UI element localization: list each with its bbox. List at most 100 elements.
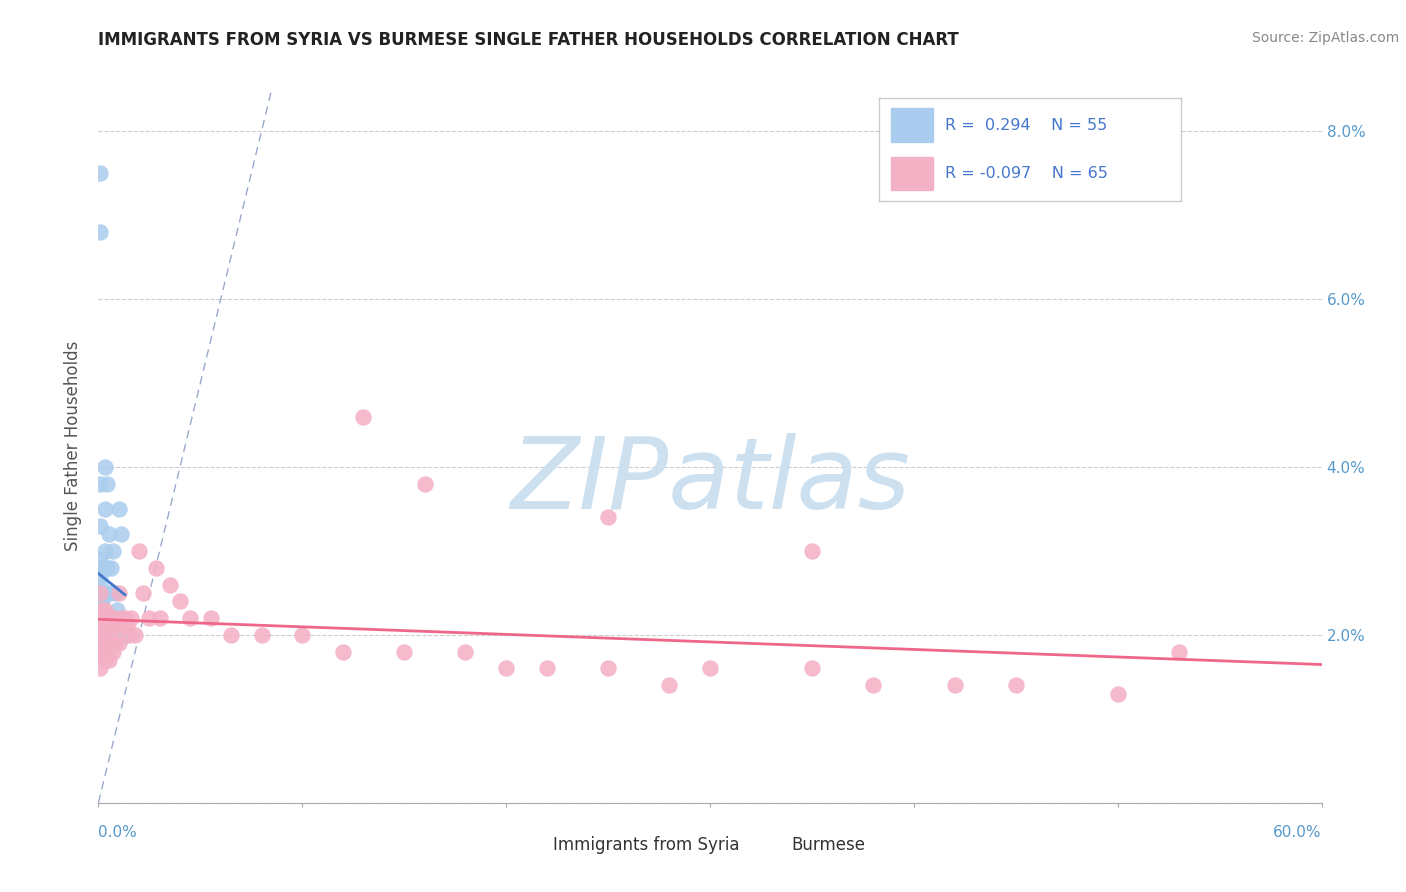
- Point: [89, 619, 111, 633]
- Point: [801, 544, 824, 558]
- Point: [801, 661, 824, 675]
- Point: [93, 653, 115, 667]
- Bar: [891, 157, 934, 190]
- Point: [101, 645, 124, 659]
- Point: [1107, 687, 1129, 701]
- Point: [96, 619, 118, 633]
- Point: [89, 611, 111, 625]
- Point: [91, 594, 114, 608]
- Point: [91, 611, 114, 625]
- Point: [93, 586, 115, 600]
- Point: [96, 476, 118, 491]
- Point: [413, 476, 436, 491]
- Point: [118, 628, 141, 642]
- Point: [495, 661, 517, 675]
- Point: [89, 594, 111, 608]
- Point: [89, 594, 111, 608]
- Point: [943, 678, 966, 692]
- Point: [89, 603, 111, 617]
- Point: [91, 603, 114, 617]
- Point: [104, 636, 127, 650]
- Point: [89, 476, 111, 491]
- Point: [179, 611, 201, 625]
- Point: [89, 569, 111, 583]
- Point: [93, 611, 115, 625]
- Point: [89, 628, 111, 642]
- Y-axis label: Single Father Households: Single Father Households: [65, 341, 83, 551]
- Point: [101, 611, 124, 625]
- Point: [97, 611, 120, 625]
- Point: [91, 645, 114, 659]
- Point: [536, 661, 558, 675]
- Point: [291, 628, 314, 642]
- Point: [91, 628, 114, 642]
- Point: [96, 645, 118, 659]
- Point: [219, 628, 242, 642]
- Point: [104, 611, 127, 625]
- Point: [124, 628, 146, 642]
- Point: [91, 611, 114, 625]
- Point: [115, 619, 138, 633]
- Point: [332, 645, 354, 659]
- Point: [89, 518, 111, 533]
- Point: [93, 636, 115, 650]
- Point: [91, 586, 114, 600]
- Point: [89, 611, 111, 625]
- Point: [93, 460, 115, 475]
- Point: [862, 678, 884, 692]
- Point: [108, 586, 131, 600]
- Point: [89, 586, 111, 600]
- Point: [114, 628, 136, 642]
- Point: [97, 527, 120, 541]
- Point: [114, 611, 136, 625]
- Point: [1004, 678, 1026, 692]
- Point: [89, 586, 111, 600]
- Text: Immigrants from Syria: Immigrants from Syria: [553, 836, 740, 854]
- Point: [1167, 645, 1189, 659]
- Point: [138, 611, 160, 625]
- Point: [110, 611, 132, 625]
- Point: [111, 619, 134, 633]
- Text: R = -0.097    N = 65: R = -0.097 N = 65: [945, 166, 1108, 181]
- Point: [104, 586, 127, 600]
- Point: [93, 544, 115, 558]
- Point: [89, 586, 111, 600]
- Point: [91, 603, 114, 617]
- Point: [93, 619, 115, 633]
- Point: [169, 594, 191, 608]
- Point: [392, 645, 416, 659]
- Point: [91, 619, 114, 633]
- Point: [96, 560, 118, 574]
- Point: [93, 619, 115, 633]
- Point: [93, 628, 115, 642]
- Point: [100, 611, 122, 625]
- Point: [598, 661, 620, 675]
- Point: [93, 502, 115, 516]
- Point: [145, 560, 167, 574]
- Point: [91, 611, 114, 625]
- Text: Burmese: Burmese: [792, 836, 866, 854]
- Point: [89, 645, 111, 659]
- Point: [91, 619, 114, 633]
- Point: [108, 636, 131, 650]
- Point: [97, 636, 120, 650]
- Text: Source: ZipAtlas.com: Source: ZipAtlas.com: [1251, 31, 1399, 45]
- Point: [105, 603, 128, 617]
- Text: 60.0%: 60.0%: [1274, 825, 1322, 840]
- Point: [699, 661, 721, 675]
- Text: ZIPatlas: ZIPatlas: [510, 434, 910, 530]
- Point: [91, 628, 114, 642]
- Point: [89, 225, 111, 239]
- Bar: [891, 108, 934, 142]
- Point: [91, 645, 114, 659]
- Point: [93, 636, 115, 650]
- Point: [96, 628, 118, 642]
- Point: [89, 603, 111, 617]
- Point: [96, 611, 118, 625]
- Point: [89, 586, 111, 600]
- Point: [100, 560, 122, 574]
- Point: [100, 636, 122, 650]
- Point: [658, 678, 681, 692]
- Point: [108, 502, 131, 516]
- Point: [250, 628, 273, 642]
